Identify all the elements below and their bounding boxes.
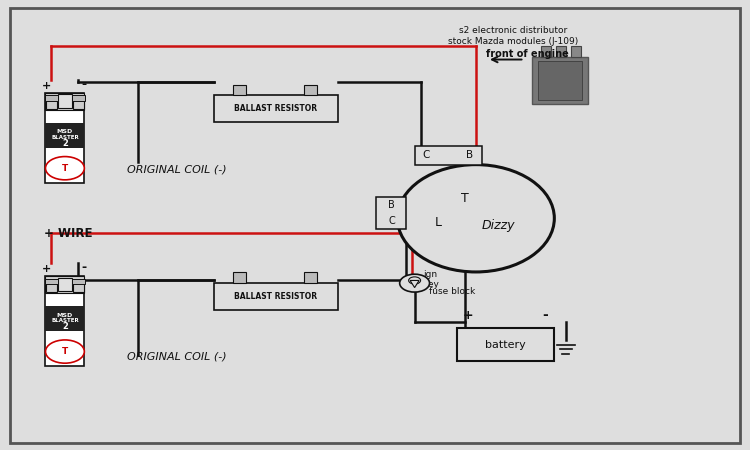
Bar bbox=[233, 272, 247, 283]
Bar bbox=[376, 197, 406, 230]
Bar bbox=[304, 85, 317, 95]
Text: -: - bbox=[81, 78, 86, 91]
Text: BALLAST RESISTOR: BALLAST RESISTOR bbox=[235, 104, 317, 113]
Text: ORIGINAL COIL (-): ORIGINAL COIL (-) bbox=[128, 164, 226, 174]
Bar bbox=[214, 283, 338, 310]
Text: B: B bbox=[466, 150, 473, 160]
Bar bbox=[58, 278, 72, 291]
Bar bbox=[304, 272, 317, 283]
Bar bbox=[538, 61, 582, 100]
Text: + WIRE: + WIRE bbox=[44, 226, 93, 239]
Bar bbox=[46, 281, 57, 292]
Text: -: - bbox=[81, 261, 86, 274]
Text: -: - bbox=[542, 309, 548, 323]
Bar bbox=[415, 146, 482, 165]
Polygon shape bbox=[410, 280, 419, 288]
Text: T: T bbox=[62, 347, 68, 356]
Bar bbox=[46, 98, 57, 109]
Text: stock Mazda modules (J-109): stock Mazda modules (J-109) bbox=[448, 37, 578, 46]
Bar bbox=[541, 46, 551, 57]
Text: 2: 2 bbox=[62, 139, 68, 148]
Text: T: T bbox=[460, 192, 469, 205]
Bar bbox=[73, 281, 83, 292]
Bar bbox=[46, 93, 84, 110]
Bar bbox=[58, 94, 72, 108]
Bar bbox=[46, 306, 84, 332]
Text: BLASTER: BLASTER bbox=[51, 135, 79, 140]
Bar bbox=[556, 46, 566, 57]
Bar bbox=[72, 95, 85, 101]
Bar bbox=[571, 46, 581, 57]
Text: C: C bbox=[423, 150, 430, 160]
Text: B: B bbox=[388, 200, 394, 210]
Ellipse shape bbox=[398, 165, 554, 272]
Text: MSD: MSD bbox=[57, 130, 73, 135]
Bar bbox=[45, 279, 58, 284]
Text: fuse block: fuse block bbox=[429, 287, 475, 296]
Text: MSD: MSD bbox=[57, 313, 73, 318]
Text: BALLAST RESISTOR: BALLAST RESISTOR bbox=[235, 292, 317, 301]
Bar bbox=[72, 279, 85, 284]
Bar bbox=[214, 95, 338, 122]
Bar bbox=[46, 123, 84, 148]
Text: ign
key: ign key bbox=[424, 270, 439, 289]
Bar bbox=[46, 276, 84, 366]
Text: 2: 2 bbox=[62, 323, 68, 332]
Circle shape bbox=[46, 340, 84, 363]
Text: +: + bbox=[41, 81, 51, 91]
Circle shape bbox=[409, 277, 421, 284]
Text: +: + bbox=[463, 310, 474, 323]
Text: ORIGINAL COIL (-): ORIGINAL COIL (-) bbox=[128, 352, 226, 362]
Text: T: T bbox=[62, 164, 68, 173]
Circle shape bbox=[400, 274, 430, 292]
Text: +: + bbox=[41, 264, 51, 274]
Bar bbox=[46, 93, 84, 183]
Circle shape bbox=[46, 157, 84, 180]
Text: s2 electronic distributor: s2 electronic distributor bbox=[459, 26, 567, 35]
Bar bbox=[45, 95, 58, 101]
Bar bbox=[46, 276, 84, 293]
Text: C: C bbox=[388, 216, 394, 226]
Text: BLASTER: BLASTER bbox=[51, 318, 79, 323]
Text: battery: battery bbox=[485, 340, 526, 350]
Bar bbox=[458, 328, 554, 361]
Text: Dizzy: Dizzy bbox=[482, 219, 515, 231]
Bar bbox=[233, 85, 247, 95]
Text: L: L bbox=[435, 216, 442, 229]
Bar bbox=[73, 98, 83, 109]
Text: front of engine: front of engine bbox=[485, 49, 568, 59]
Bar bbox=[532, 57, 588, 104]
